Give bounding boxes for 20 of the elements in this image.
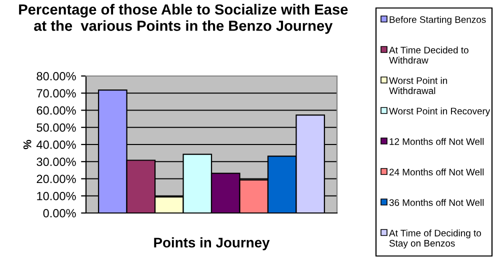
legend-label: Worst Point in Withdrawal <box>389 77 448 94</box>
y-tick-label: 20.00% <box>36 174 76 184</box>
y-tick-label: 30.00% <box>36 158 76 166</box>
y-tick-label: 40.00% <box>36 140 76 149</box>
legend-label: 36 Months off Not Well <box>389 199 484 206</box>
legend-label: 12 Months off Not Well <box>390 138 484 145</box>
y-tick-label: 60.00% <box>36 106 76 115</box>
x-axis-title: Points in Journey <box>154 237 270 250</box>
chart-title: Percentage of those Able to Socialize with Ease at the various Points in the Benzo Journey <box>19 4 348 34</box>
legend-label: Worst Point in Recovery <box>389 108 490 116</box>
y-tick-label: 10.00% <box>37 192 76 200</box>
legend-label: 24 Months off Not Well <box>389 168 484 176</box>
y-tick-label: 50.00% <box>36 123 76 132</box>
legend-label: At Time Decided to Withdraw <box>389 46 468 64</box>
y-tick-label: 0.00% <box>43 209 76 218</box>
y-tick-label: 70.00% <box>36 89 76 98</box>
legend-label: At Time of Deciding to Stay on Benzos <box>389 230 481 248</box>
y-axis-title: % <box>23 140 32 150</box>
y-tick-label: 80.00% <box>36 72 76 80</box>
legend-label: Before Starting Benzos <box>390 16 486 25</box>
